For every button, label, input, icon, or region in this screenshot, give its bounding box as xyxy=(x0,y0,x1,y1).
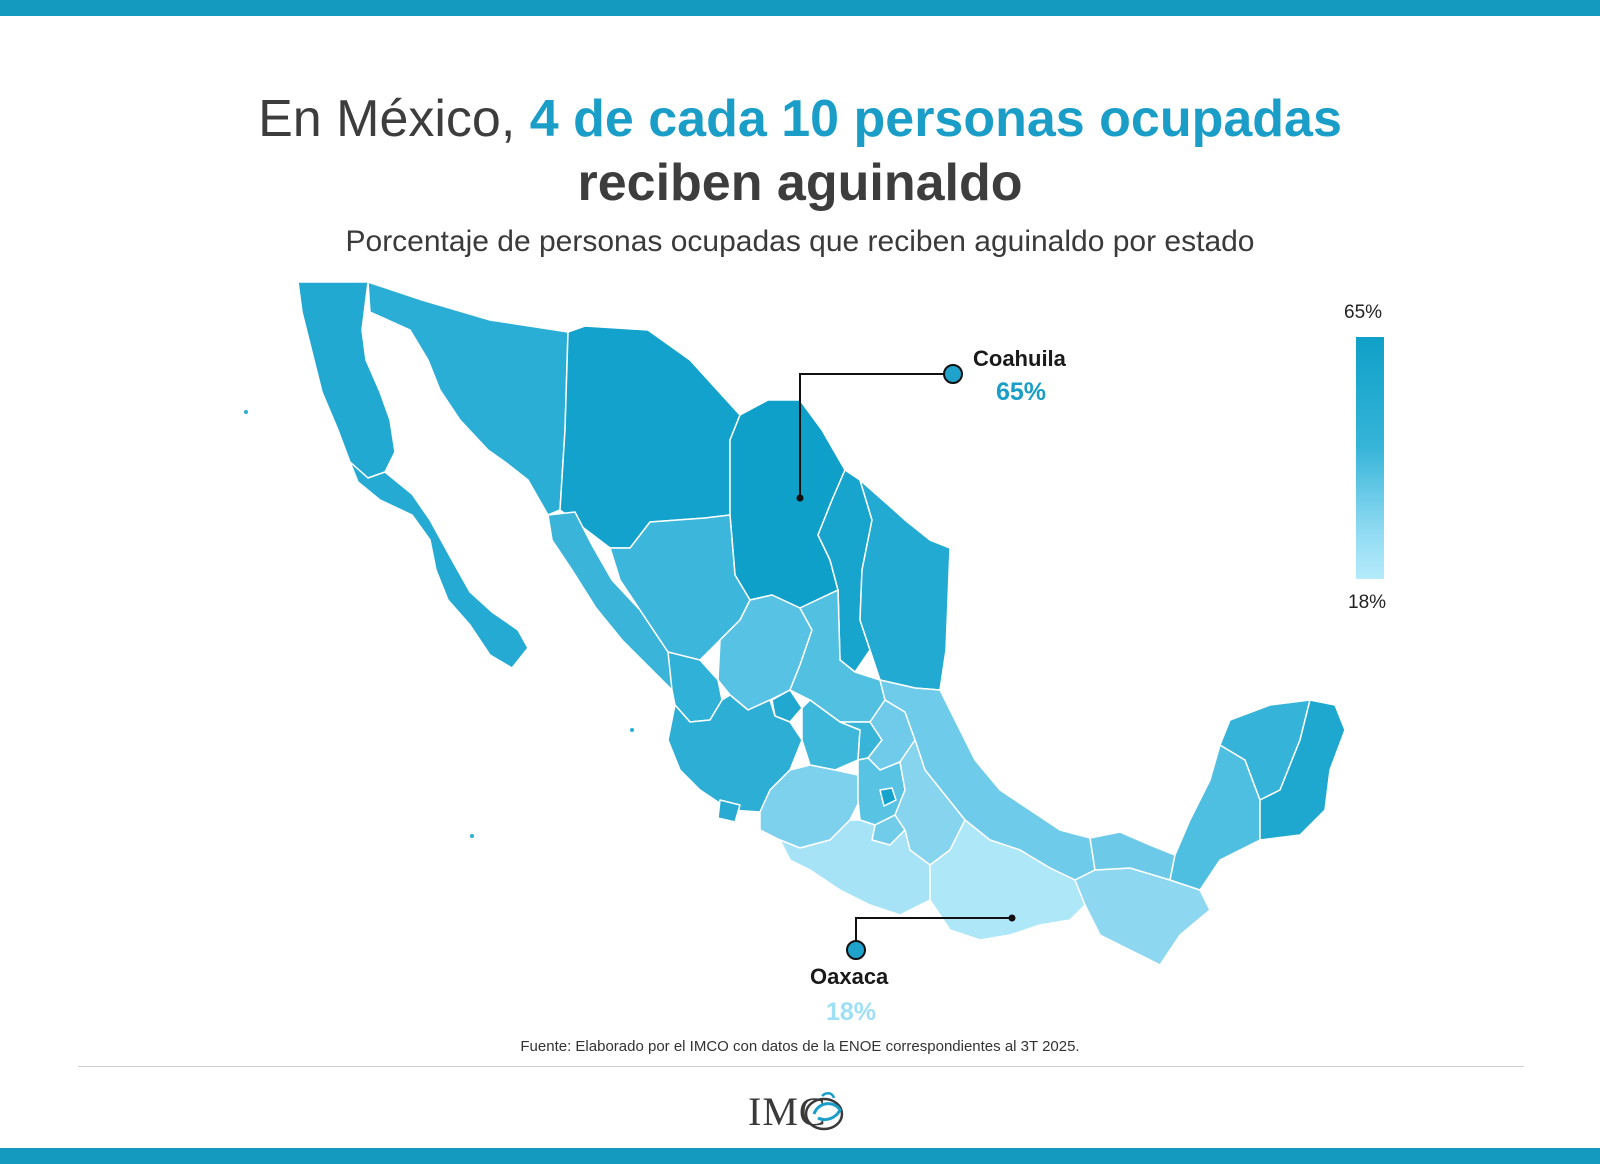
source-note: Fuente: Elaborado por el IMCO con datos … xyxy=(520,1038,1080,1055)
oaxaca-value: 18% xyxy=(826,998,877,1026)
oaxaca-callout-dot xyxy=(1008,914,1016,922)
imco-logo-swirl-icon xyxy=(804,1092,844,1131)
state-campeche xyxy=(1169,744,1261,891)
page-title: En México, 4 de cada 10 personas ocupada… xyxy=(0,88,1600,150)
title-prefix: En México, xyxy=(258,90,516,148)
state-chihuahua xyxy=(559,325,741,549)
oaxaca-callout-marker xyxy=(846,940,866,960)
legend-color-scale xyxy=(1356,337,1384,579)
bottom-accent-bar xyxy=(0,1148,1600,1164)
top-accent-bar xyxy=(0,0,1600,16)
page-title-line2: reciben aguinaldo xyxy=(577,154,1023,212)
oaxaca-callout-line xyxy=(855,917,1012,940)
state-quintana-roo xyxy=(1259,699,1346,841)
state-baja-california-sur xyxy=(349,461,529,669)
coahuila-callout-line xyxy=(799,373,948,498)
state-tamaulipas xyxy=(859,479,951,691)
coahuila-callout-marker xyxy=(943,364,963,384)
legend-max-label: 65% xyxy=(1344,302,1383,323)
page-subtitle: Porcentaje de personas ocupadas que reci… xyxy=(345,225,1255,258)
title-highlight: 4 de cada 10 personas ocupadas xyxy=(529,90,1342,148)
legend-min-label: 18% xyxy=(1348,592,1387,613)
state-jalisco xyxy=(667,694,803,813)
island-marker xyxy=(630,728,634,732)
coahuila-callout-dot xyxy=(796,494,804,502)
coahuila-label: Coahuila xyxy=(973,346,1066,371)
footer-divider xyxy=(78,1066,1524,1067)
coahuila-value: 65% xyxy=(996,378,1047,406)
oaxaca-label: Oaxaca xyxy=(810,964,889,989)
state-colima xyxy=(717,799,741,823)
island-marker xyxy=(244,410,248,414)
state-guerrero xyxy=(779,819,931,916)
state-sonora xyxy=(367,281,569,516)
island-marker xyxy=(470,834,474,838)
state-cdmx xyxy=(879,787,897,807)
state-coahuila xyxy=(729,399,846,609)
